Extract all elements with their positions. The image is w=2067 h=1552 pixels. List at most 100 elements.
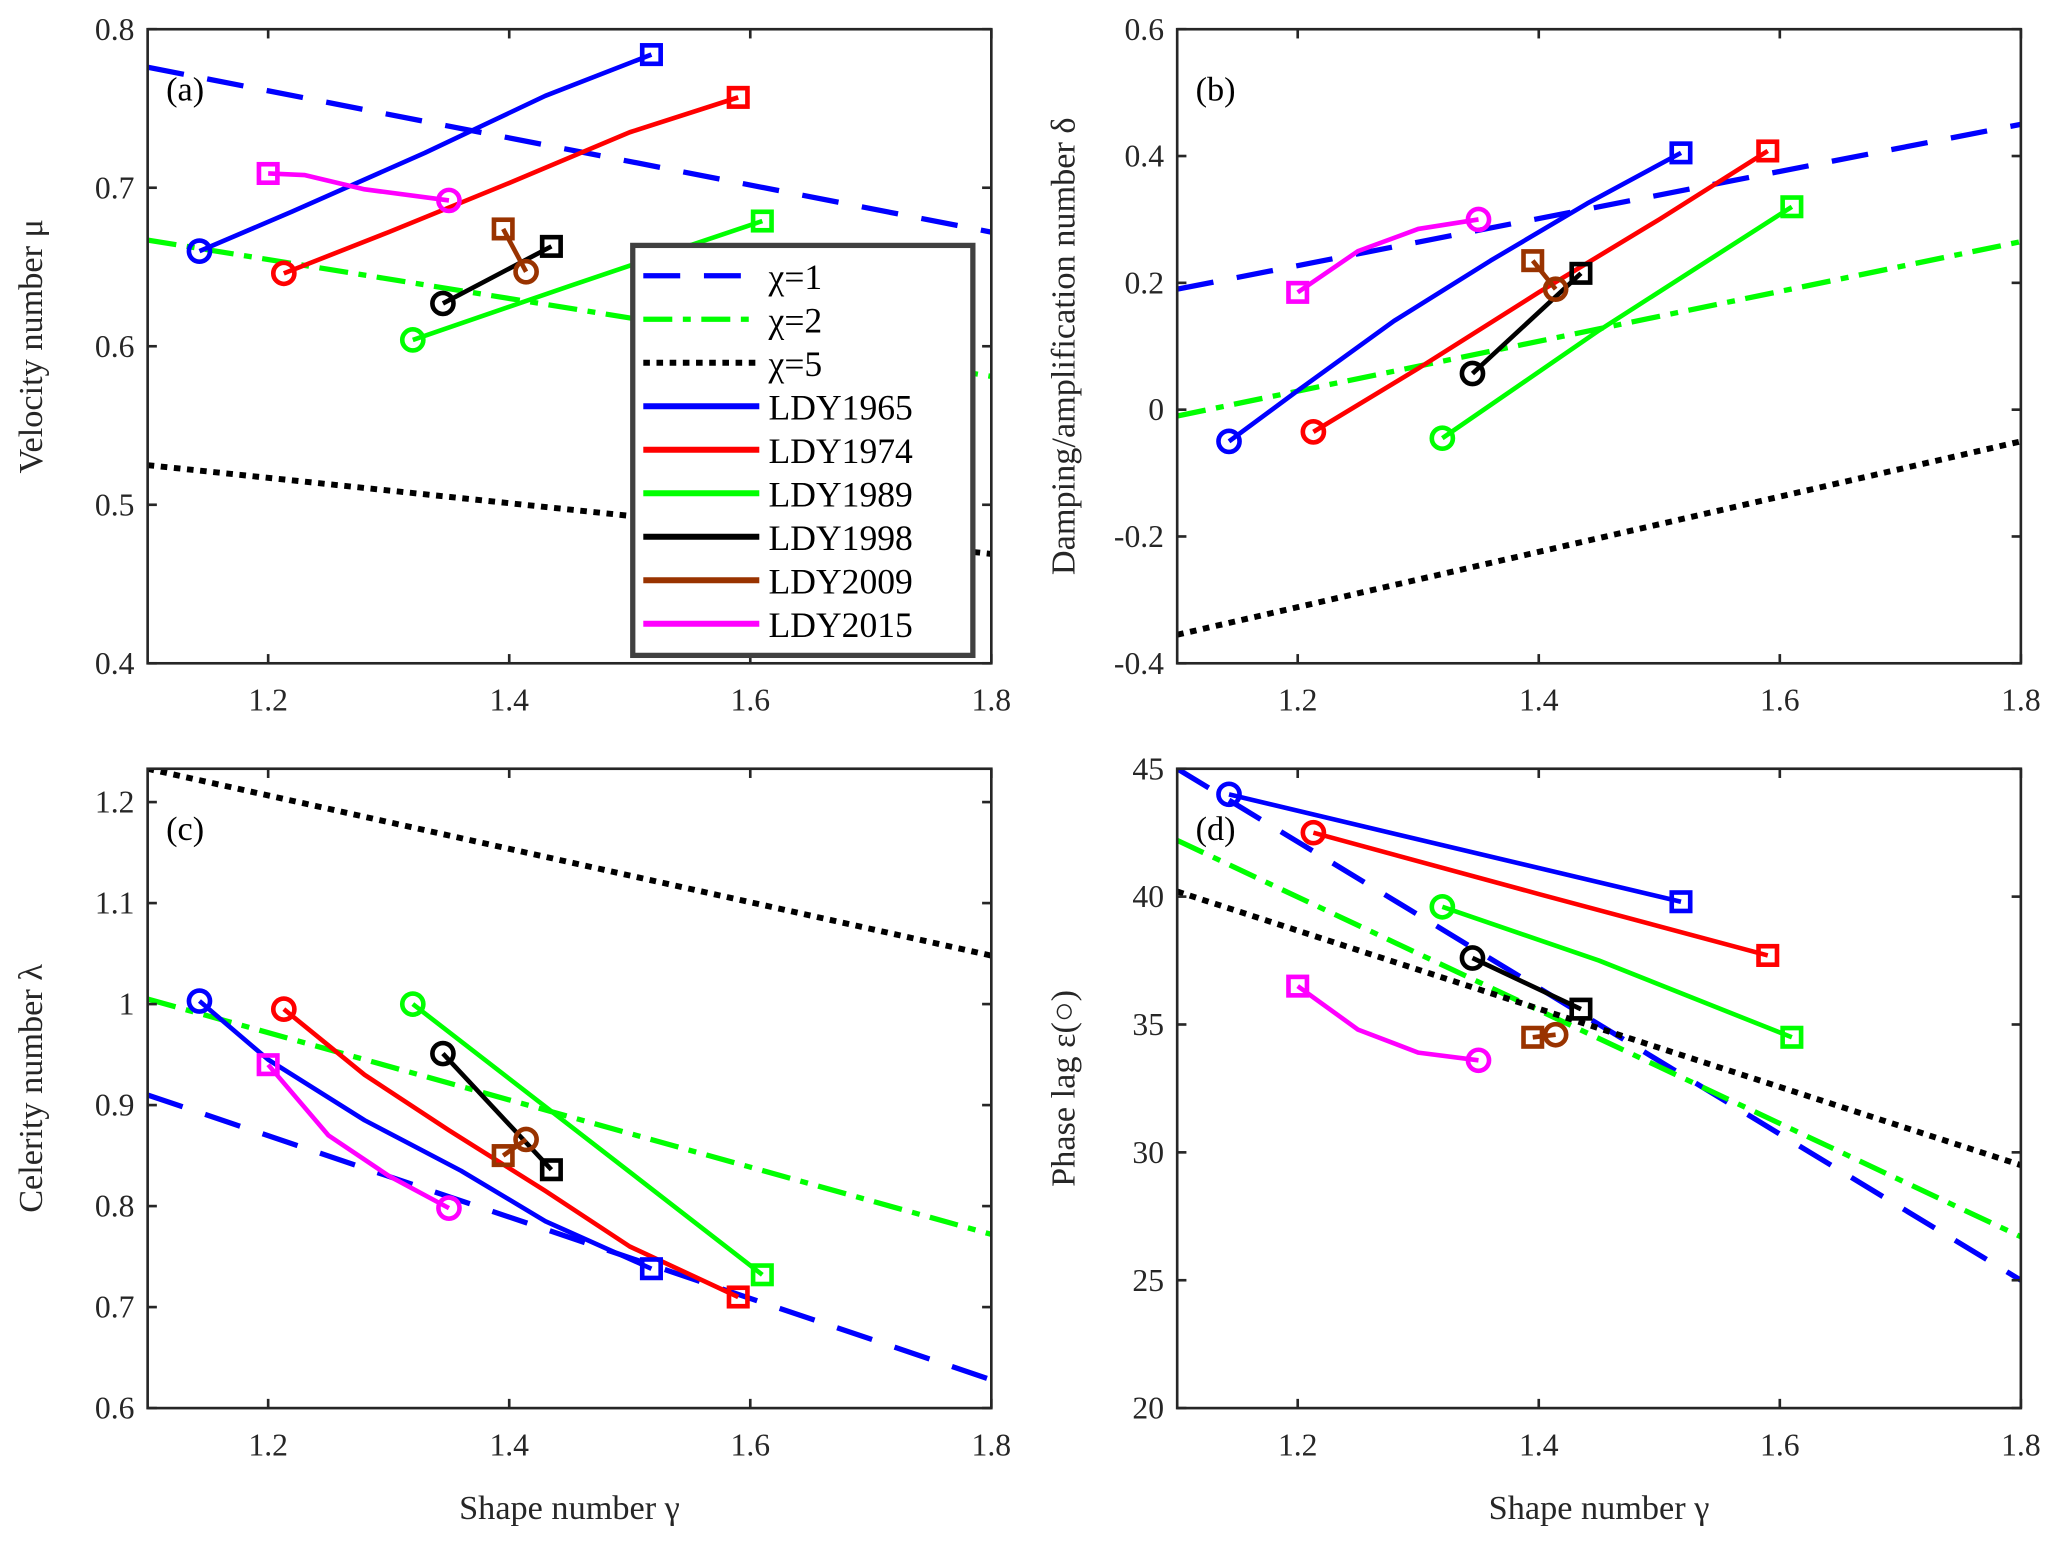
legend-label: LDY1965: [769, 387, 913, 427]
legend: χ=1χ=2χ=5LDY1965LDY1974LDY1989LDY1998LDY…: [630, 242, 976, 659]
series-group: [147, 768, 992, 1383]
x-tick-label: 1.6: [731, 683, 771, 718]
series-line-LDY1965: [1228, 792, 1682, 904]
series-line-LDY2015: [1296, 217, 1479, 295]
series-line-LDY1974: [282, 95, 739, 276]
axes-box: [1175, 767, 2023, 1410]
series-line-LDY1989: [412, 218, 764, 343]
circle-marker: [1542, 1021, 1569, 1048]
square-marker: [1669, 141, 1693, 165]
panel-b: 1.2 1.4 1.6 1.8 -0.4 -0.2 0 0.2 0.4 0.6 (b) Damping…: [1044, 12, 2040, 718]
y-tick-label: 1.2: [95, 785, 135, 820]
series-line-2: [1177, 837, 2021, 1240]
legend-label: LDY1974: [769, 431, 913, 471]
series-line-1: [1177, 121, 2021, 292]
series-line-LDY1998: [1470, 271, 1583, 376]
x-tick-label: 1.2: [1278, 1428, 1318, 1463]
y-axis-label: Velocity number μ: [12, 219, 50, 473]
legend-label: LDY1998: [769, 518, 913, 558]
series-line-LDY1965: [198, 52, 653, 254]
circle-marker: [399, 327, 426, 353]
series-line-1: [147, 64, 992, 235]
x-tick-label: 1.2: [248, 1428, 288, 1463]
circle-marker: [1429, 893, 1456, 920]
legend-label: LDY2009: [769, 561, 913, 601]
panel-tag: (d): [1196, 810, 1236, 848]
circle-marker: [1459, 360, 1486, 387]
y-tick-label: 0.4: [95, 646, 135, 681]
y-tick-label: 1.1: [95, 886, 135, 921]
y-axis-label: Phase lag ε(○): [1044, 990, 1082, 1187]
panel-tag: (c): [166, 810, 204, 848]
series-line-LDY1998: [441, 1052, 554, 1172]
y-tick-label: 0.9: [95, 1088, 135, 1123]
y-tick-label: 0.8: [95, 12, 135, 47]
square-marker: [1780, 195, 1804, 219]
square-marker: [1756, 943, 1780, 967]
x-tick-label: 1.6: [1760, 683, 1800, 718]
x-tick-label: 1.8: [2001, 683, 2041, 718]
square-marker: [726, 85, 750, 109]
y-axis-label: Damping/amplification number δ: [1044, 117, 1082, 575]
x-tick-label: 1.8: [972, 1428, 1012, 1463]
series-group: [1177, 768, 2021, 1283]
y-tick-label: 0.6: [95, 1391, 135, 1426]
circle-marker: [1216, 781, 1242, 808]
square-marker: [1521, 249, 1545, 273]
series-line-5: [1177, 438, 2021, 638]
y-tick-label: 0: [1148, 392, 1164, 427]
x-tick-label: 1.2: [248, 683, 288, 718]
panel-c: 1.2 1.4 1.6 1.8 0.6 0.7 0.8 0.9 1 1.1 1.2 (c) Celeri…: [12, 767, 1012, 1527]
legend-label: χ=2: [768, 300, 823, 340]
x-tick-label: 1.4: [1519, 683, 1559, 718]
circle-marker: [513, 1126, 539, 1153]
square-marker: [491, 217, 515, 241]
series-line-5: [147, 768, 992, 959]
circle-marker: [430, 290, 456, 317]
series-line-2: [147, 996, 992, 1237]
series-line-LDY1989: [1441, 904, 1793, 1040]
square-marker: [1521, 1025, 1545, 1049]
axes-box: [146, 767, 993, 1410]
square-marker: [726, 1285, 750, 1309]
square-marker: [1286, 280, 1310, 304]
x-tick-label: 1.8: [2001, 1428, 2041, 1463]
series-line-LDY1965: [1227, 150, 1683, 444]
y-tick-label: 0.6: [95, 329, 135, 364]
square-marker: [1669, 890, 1693, 914]
x-tick-label: 1.6: [1760, 1428, 1800, 1463]
circle-marker: [1300, 419, 1327, 445]
square-marker: [1569, 261, 1593, 285]
circle-marker: [430, 1040, 456, 1067]
x-tick-label: 1.2: [1278, 683, 1318, 718]
axes-box: [1175, 27, 2023, 665]
circle-marker: [1465, 206, 1492, 233]
circle-marker: [399, 991, 426, 1017]
series-line-LDY1965: [197, 999, 653, 1271]
circle-marker: [1216, 428, 1242, 455]
series-group: [1177, 121, 2021, 638]
legend-label: LDY1989: [769, 474, 913, 514]
square-marker: [639, 43, 663, 67]
x-tick-label: 1.4: [489, 1428, 529, 1463]
y-tick-label: 0.7: [95, 170, 135, 205]
series-line-1: [1177, 768, 2021, 1283]
y-tick-label: 0.8: [95, 1189, 135, 1224]
series-line-LDY1998: [441, 244, 553, 306]
circle-marker: [436, 187, 462, 214]
square-marker: [1756, 139, 1780, 163]
series-line-LDY1974: [1312, 149, 1769, 434]
series-line-LDY2009: [1530, 259, 1558, 291]
legend-label: χ=1: [768, 257, 823, 297]
square-marker: [491, 1144, 515, 1168]
circle-marker: [270, 996, 297, 1022]
panel-tag: (a): [166, 70, 204, 108]
x-axis-label: Shape number γ: [459, 1489, 680, 1527]
circle-marker: [1465, 1047, 1492, 1074]
square-marker: [1569, 997, 1593, 1021]
y-tick-label: 1: [119, 987, 135, 1022]
x-tick-label: 1.4: [1519, 1428, 1559, 1463]
series-line-LDY2015: [268, 171, 450, 203]
y-tick-label: 20: [1132, 1391, 1164, 1426]
